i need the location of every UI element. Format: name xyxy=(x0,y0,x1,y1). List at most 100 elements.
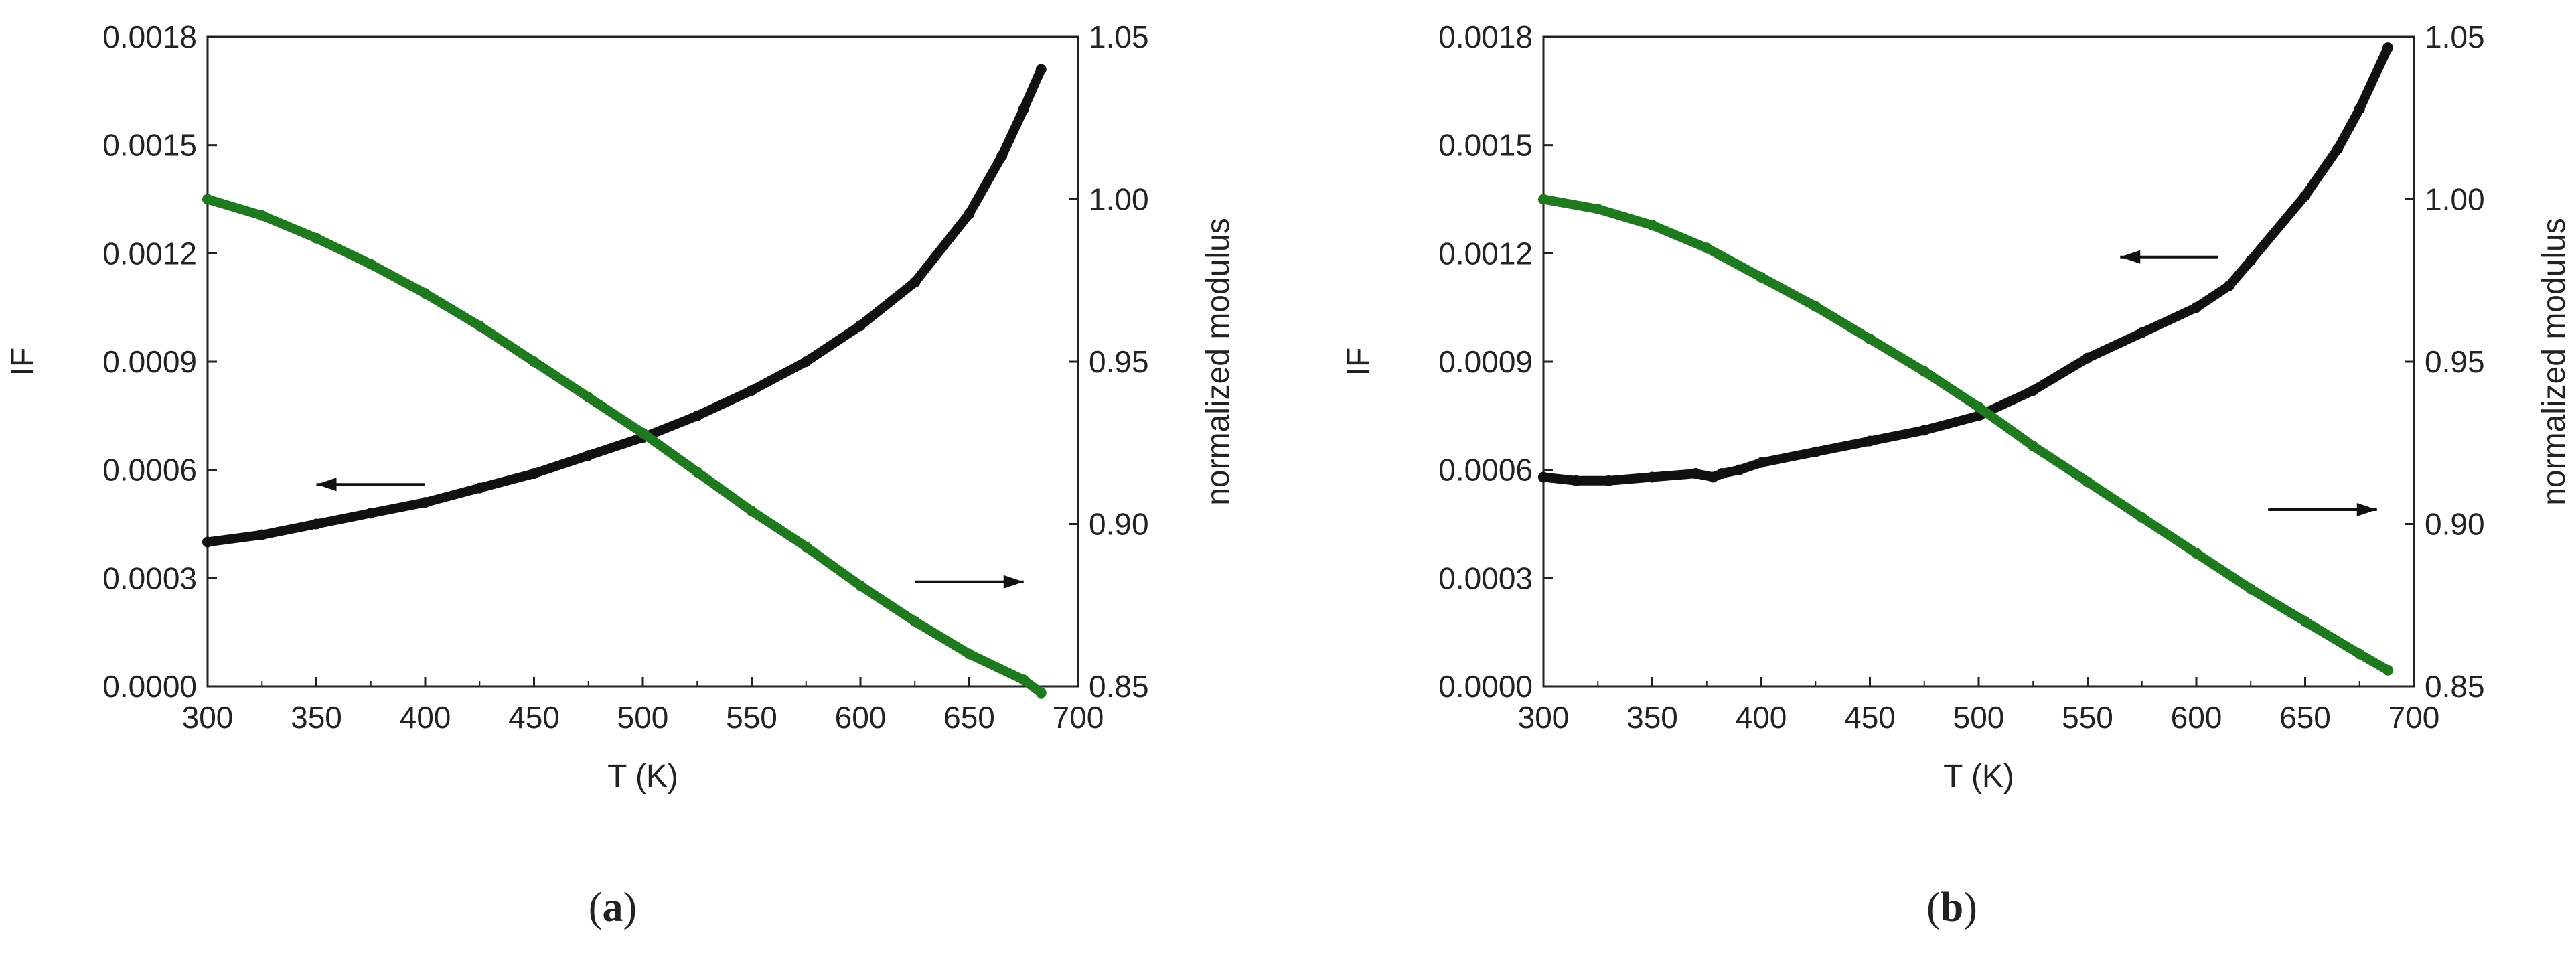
data-point xyxy=(202,194,213,205)
x-tick-label: 300 xyxy=(182,700,234,735)
y2-axis-title: normalized modulus xyxy=(2536,218,2572,506)
y-tick-label: 0.0015 xyxy=(1438,128,1533,163)
data-point xyxy=(1756,271,1766,283)
x-tick-label: 350 xyxy=(1626,700,1678,735)
y-tick-label: 0.0012 xyxy=(102,236,197,271)
data-point xyxy=(1018,103,1029,115)
x-tick-label: 300 xyxy=(1518,700,1570,735)
y-axis-title: IF xyxy=(1341,348,1377,376)
data-point xyxy=(2354,648,2365,660)
data-point xyxy=(692,466,703,478)
data-point xyxy=(1756,457,1766,468)
series-if xyxy=(1538,42,2393,486)
data-point xyxy=(474,482,485,494)
x-tick-label: 550 xyxy=(726,700,777,735)
x-tick-label: 500 xyxy=(1953,700,2005,735)
data-point xyxy=(1716,468,1728,480)
y2-axis-title: normalized modulus xyxy=(1201,218,1236,506)
y2-tick-label: 0.85 xyxy=(1089,669,1149,704)
x-tick-label: 650 xyxy=(943,700,995,735)
data-point xyxy=(583,450,594,461)
series-line xyxy=(203,64,1046,547)
y2-tick-label: 1.00 xyxy=(2425,182,2485,217)
data-point xyxy=(2382,42,2393,54)
data-point xyxy=(311,518,322,530)
x-tick-label: 550 xyxy=(2062,700,2113,735)
data-point xyxy=(365,259,376,270)
data-point xyxy=(1810,301,1821,312)
y2-tick-label: 0.90 xyxy=(1089,507,1149,542)
arrow-right xyxy=(2268,502,2377,516)
data-point xyxy=(1570,475,1582,486)
caption-letter: b xyxy=(1941,885,1963,930)
data-point xyxy=(2245,583,2257,595)
y-tick-label: 0.0003 xyxy=(1438,561,1533,595)
data-point xyxy=(909,277,921,288)
data-point xyxy=(800,541,812,553)
data-point xyxy=(2299,190,2311,202)
caption-open-paren: ( xyxy=(589,885,603,930)
data-point xyxy=(202,536,213,548)
data-point xyxy=(528,468,540,480)
data-point xyxy=(1810,446,1821,457)
data-point xyxy=(800,356,812,367)
data-point xyxy=(996,150,1008,161)
data-point xyxy=(1918,425,1930,436)
data-point xyxy=(528,356,540,367)
data-point xyxy=(909,616,921,627)
data-point xyxy=(2136,512,2147,523)
y-tick-label: 0.0009 xyxy=(102,344,197,379)
series-line xyxy=(1539,43,2393,486)
data-point xyxy=(1018,674,1029,686)
arrow-right xyxy=(915,575,1024,589)
data-point xyxy=(1864,435,1876,447)
data-point xyxy=(2332,143,2344,155)
data-point xyxy=(855,320,866,332)
x-tick-label: 450 xyxy=(508,700,560,735)
data-point xyxy=(2028,385,2039,396)
panel-caption: (a) xyxy=(589,885,637,930)
data-point xyxy=(2299,616,2311,627)
y2-tick-label: 0.95 xyxy=(1089,344,1149,379)
data-point xyxy=(746,385,757,396)
arrow-head xyxy=(2356,502,2377,516)
x-tick-label: 450 xyxy=(1844,700,1896,735)
x-tick-label: 400 xyxy=(1736,700,1787,735)
y-tick-label: 0.0015 xyxy=(102,128,197,163)
caption-letter: a xyxy=(603,885,623,930)
data-point xyxy=(2382,664,2393,676)
x-axis-title: T (K) xyxy=(1943,759,2014,794)
data-point xyxy=(256,210,268,221)
panel-b: 300 350 400 450 500 550 600 650 700 0.0000 0.0003 0… xyxy=(1341,19,2572,930)
data-point xyxy=(256,529,268,540)
data-point xyxy=(2082,476,2093,488)
y-tick-label: 0.0000 xyxy=(1438,669,1533,704)
data-point xyxy=(964,648,975,660)
data-point xyxy=(1864,334,1876,345)
panel-caption: (b) xyxy=(1926,885,1977,930)
data-point xyxy=(1734,464,1745,475)
series-modulus xyxy=(1538,194,2393,676)
y2-tick-label: 1.05 xyxy=(2425,19,2485,54)
y-tick-label: 0.0018 xyxy=(1438,19,1533,54)
x-tick-label: 650 xyxy=(2279,700,2331,735)
data-point xyxy=(1701,242,1712,254)
y-tick-label: 0.0006 xyxy=(1438,453,1533,488)
data-point xyxy=(420,497,431,508)
data-point xyxy=(583,392,594,403)
x-axis-title: T (K) xyxy=(607,759,678,794)
y-tick-label: 0.0009 xyxy=(1438,344,1533,379)
caption-open-paren: ( xyxy=(1926,885,1941,930)
data-point xyxy=(1035,64,1047,75)
data-point xyxy=(2223,280,2234,291)
data-point xyxy=(855,580,866,591)
arrow-head xyxy=(1003,575,1024,589)
caption-close-paren: ) xyxy=(623,885,637,930)
data-point xyxy=(1647,471,1658,483)
caption-close-paren: ) xyxy=(1963,885,1977,930)
plot-frame xyxy=(206,35,1079,688)
data-point xyxy=(2136,327,2147,338)
data-point xyxy=(692,410,703,421)
data-point xyxy=(311,232,322,244)
